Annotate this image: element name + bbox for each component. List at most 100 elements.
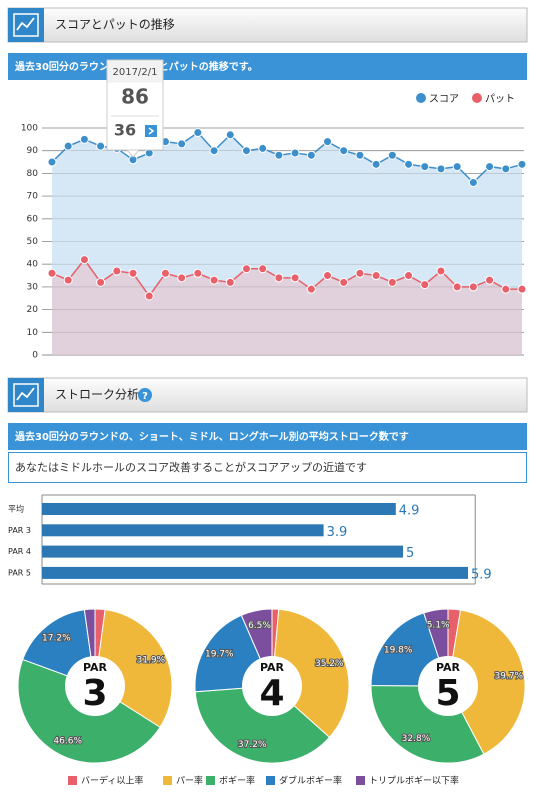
legend-marker <box>472 93 482 103</box>
legend-label: スコア <box>429 94 459 105</box>
point <box>47 268 57 278</box>
description: 過去30回分のラウンドの、ショート、ミドル、ロングホール別の平均ストローク数です <box>14 430 409 443</box>
value-label: 19.7% <box>205 650 234 660</box>
description-bar <box>8 423 527 450</box>
point <box>79 255 89 265</box>
value-label: 35.2% <box>315 659 344 669</box>
point <box>306 150 316 160</box>
value-label: 39.7% <box>495 672 524 682</box>
point <box>404 159 414 169</box>
point <box>485 162 495 172</box>
point <box>274 273 284 283</box>
tooltip-arrow <box>148 127 155 135</box>
y-tick-label: 50 <box>27 237 39 247</box>
point <box>96 141 106 151</box>
point <box>323 137 333 147</box>
slice <box>194 685 331 764</box>
value-label: 6.5% <box>248 621 271 631</box>
point <box>468 177 478 187</box>
tooltip-value: 36 <box>114 121 136 140</box>
point <box>501 164 511 174</box>
center-number: 5 <box>435 673 460 714</box>
y-tick-label: 30 <box>27 282 39 292</box>
bar <box>42 566 468 579</box>
legend-label: ボギー率 <box>219 775 255 787</box>
help-icon[interactable] <box>138 388 152 402</box>
point <box>517 159 527 169</box>
y-tick-label: PAR 3 <box>8 526 31 535</box>
point <box>225 277 235 287</box>
center-label: PAR <box>83 661 108 674</box>
icon-frame <box>13 383 39 407</box>
center-number: 4 <box>259 673 284 714</box>
point <box>79 134 89 144</box>
point <box>258 143 268 153</box>
section-header <box>7 7 528 43</box>
point <box>452 282 462 292</box>
y-tick-label: 0 <box>32 351 38 361</box>
y-tick-label: 60 <box>27 214 39 224</box>
point <box>371 271 381 281</box>
point <box>193 128 203 138</box>
point <box>290 148 300 158</box>
section-title: ストローク分析 <box>55 388 139 402</box>
point <box>387 150 397 160</box>
center-number: 3 <box>82 673 107 714</box>
point <box>96 277 106 287</box>
center-hole <box>242 656 302 716</box>
point <box>177 139 187 149</box>
center-hole <box>418 656 478 716</box>
tooltip-pointer <box>125 149 141 158</box>
legend-label: トリプルボギー以下率 <box>369 775 459 787</box>
legend-label: パット <box>485 93 515 105</box>
advice: あなたはミドルホールのスコア改善することがスコアアップの近道です <box>15 460 367 474</box>
point <box>209 275 219 285</box>
legend-marker <box>266 776 275 785</box>
tooltip-button <box>145 125 157 137</box>
center-label: PAR <box>436 661 461 674</box>
point <box>485 275 495 285</box>
y-tick-label: PAR 5 <box>8 568 31 577</box>
advice-box <box>8 452 527 483</box>
value-label: 5.1% <box>427 621 450 631</box>
help-icon-text[interactable]: ? <box>142 391 148 402</box>
point <box>452 162 462 172</box>
value-label: 4.9 <box>399 504 420 519</box>
y-tick-label: 平均 <box>8 504 24 514</box>
point <box>404 271 414 281</box>
value-label: 37.2% <box>238 740 267 750</box>
value-label: 3.9 <box>327 525 348 540</box>
icon-line <box>16 17 35 31</box>
legend-label: ダブルボギー率 <box>279 775 342 787</box>
y-tick-label: 40 <box>27 260 39 270</box>
point <box>339 277 349 287</box>
value-label: 31.9% <box>137 655 166 665</box>
value-label: 46.6% <box>53 737 82 747</box>
point <box>436 266 446 276</box>
point <box>177 273 187 283</box>
point <box>128 268 138 278</box>
point <box>241 146 251 156</box>
bar <box>42 524 324 537</box>
point <box>290 273 300 283</box>
description-bar <box>8 53 527 80</box>
y-tick-label: 10 <box>27 328 39 338</box>
center-hole <box>65 656 125 716</box>
value-label: 19.8% <box>384 645 413 655</box>
point <box>241 264 251 274</box>
legend-label: パー率 <box>176 775 203 787</box>
legend-marker <box>206 776 215 785</box>
point <box>306 284 316 294</box>
point <box>209 146 219 156</box>
point <box>63 141 73 151</box>
point <box>355 150 365 160</box>
point <box>468 282 478 292</box>
point <box>323 271 333 281</box>
bar <box>42 545 404 558</box>
legend-marker <box>163 776 172 785</box>
legend-marker <box>416 93 426 103</box>
point <box>258 264 268 274</box>
